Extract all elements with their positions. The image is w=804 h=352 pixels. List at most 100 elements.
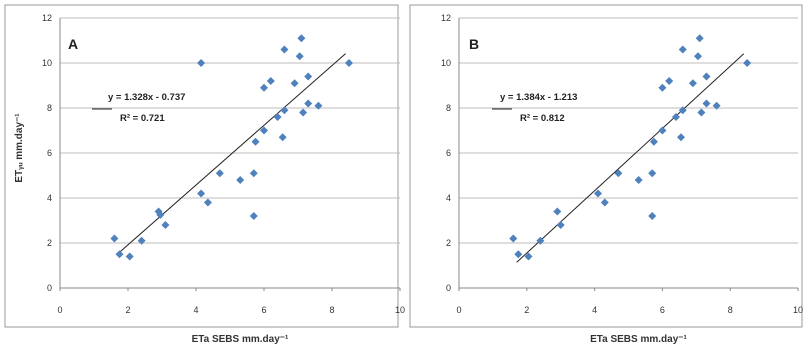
- data-point: [290, 79, 299, 88]
- data-point: [634, 176, 643, 184]
- data-point: [278, 133, 287, 142]
- data-point: [304, 72, 313, 81]
- data-point: [249, 212, 258, 220]
- y-tick-label: 2: [47, 238, 52, 248]
- chart-panel-a: 0 2 4 6 8 10 12 0 2 4 6 8 10 ETa SEBS mm.day⁻¹ ETᵧᵤ mm…: [4, 4, 405, 345]
- data-point: [536, 236, 545, 245]
- y-tick-label: 10: [441, 58, 451, 68]
- panel-label: B: [469, 36, 479, 52]
- data-point: [593, 189, 602, 198]
- data-point: [236, 176, 245, 184]
- panel-label: A: [68, 36, 78, 52]
- data-point: [524, 252, 533, 261]
- x-tick-label: 2: [125, 305, 130, 315]
- data-point: [614, 169, 623, 178]
- data-point: [137, 236, 146, 245]
- chart-panel-b: 0 2 4 6 8 10 12 0 2 4 6 8 10 ETa SEBS mm.day⁻¹ By = 1.…: [409, 4, 803, 345]
- data-point: [197, 59, 206, 67]
- chart-frame: [4, 4, 399, 328]
- y-tick-label: 0: [446, 283, 451, 293]
- data-point: [295, 52, 304, 61]
- data-point: [299, 108, 308, 117]
- x-tick-label: 0: [456, 305, 461, 315]
- data-point: [678, 106, 687, 115]
- data-point: [743, 59, 752, 67]
- trendline: [117, 53, 346, 255]
- data-point: [280, 106, 289, 115]
- y-tick-label: 0: [47, 283, 52, 293]
- data-point: [266, 77, 275, 85]
- data-point: [273, 113, 282, 121]
- y-tick-label: 12: [441, 13, 451, 23]
- data-point: [251, 137, 260, 146]
- x-tick-label: 10: [395, 305, 405, 315]
- data-point: [658, 83, 667, 92]
- data-point: [688, 79, 697, 88]
- data-point: [665, 77, 674, 85]
- data-point: [314, 101, 323, 110]
- x-tick-label: 8: [329, 305, 334, 315]
- y-tick-label: 6: [47, 148, 52, 158]
- data-point: [260, 83, 268, 92]
- trendline-equation: y = 1.328x - 0.737: [108, 92, 185, 103]
- trendline-equation: y = 1.384x - 1.213: [500, 92, 577, 103]
- data-point: [115, 250, 124, 259]
- data-point: [125, 252, 134, 261]
- x-axis-label: ETa SEBS mm.day⁻¹: [192, 334, 289, 345]
- y-tick-label: 8: [446, 103, 451, 113]
- data-point: [260, 126, 268, 135]
- y-tick-label: 12: [42, 13, 52, 23]
- data-point: [677, 133, 686, 142]
- x-tick-label: 2: [524, 305, 529, 315]
- data-point: [161, 221, 170, 229]
- chart-frame: [409, 4, 803, 328]
- y-tick-label: 10: [42, 58, 52, 68]
- data-point: [280, 45, 289, 54]
- y-tick-label: 8: [47, 103, 52, 113]
- r-squared-label: R² = 0.812: [520, 113, 565, 124]
- data-point: [345, 59, 353, 67]
- data-point: [678, 45, 687, 54]
- y-tick-label: 4: [446, 193, 451, 203]
- data-point: [215, 169, 224, 178]
- data-point: [649, 137, 658, 146]
- data-point: [553, 207, 562, 216]
- x-axis-label: ETa SEBS mm.day⁻¹: [590, 334, 687, 345]
- x-tick-label: 10: [793, 305, 803, 315]
- data-point: [203, 198, 212, 207]
- data-point: [304, 99, 313, 108]
- data-point: [697, 108, 706, 117]
- data-point: [712, 101, 721, 110]
- data-point: [514, 250, 523, 259]
- x-tick-label: 0: [57, 305, 62, 315]
- trendline: [516, 53, 745, 263]
- y-axis-label: ETᵧᵤ mm.day⁻¹: [14, 113, 25, 183]
- x-tick-label: 8: [728, 305, 733, 315]
- y-tick-label: 6: [446, 148, 451, 158]
- data-point: [702, 72, 711, 81]
- data-point: [556, 221, 565, 229]
- data-point: [249, 169, 258, 178]
- y-tick-label: 2: [446, 238, 451, 248]
- data-point: [648, 212, 657, 220]
- data-point: [702, 99, 711, 108]
- x-tick-label: 4: [592, 305, 597, 315]
- x-tick-label: 4: [193, 305, 198, 315]
- data-point: [695, 34, 704, 43]
- x-tick-label: 6: [660, 305, 665, 315]
- data-point: [110, 234, 119, 243]
- data-point: [197, 189, 206, 198]
- data-point: [156, 210, 165, 219]
- data-point: [671, 113, 680, 121]
- data-point: [648, 169, 657, 178]
- x-tick-label: 6: [261, 305, 266, 315]
- r-squared-label: R² = 0.721: [120, 113, 165, 124]
- data-point: [693, 52, 702, 61]
- data-point: [658, 126, 667, 135]
- data-point: [509, 234, 518, 243]
- data-point: [297, 34, 306, 43]
- y-tick-label: 4: [47, 193, 52, 203]
- data-point: [600, 198, 609, 207]
